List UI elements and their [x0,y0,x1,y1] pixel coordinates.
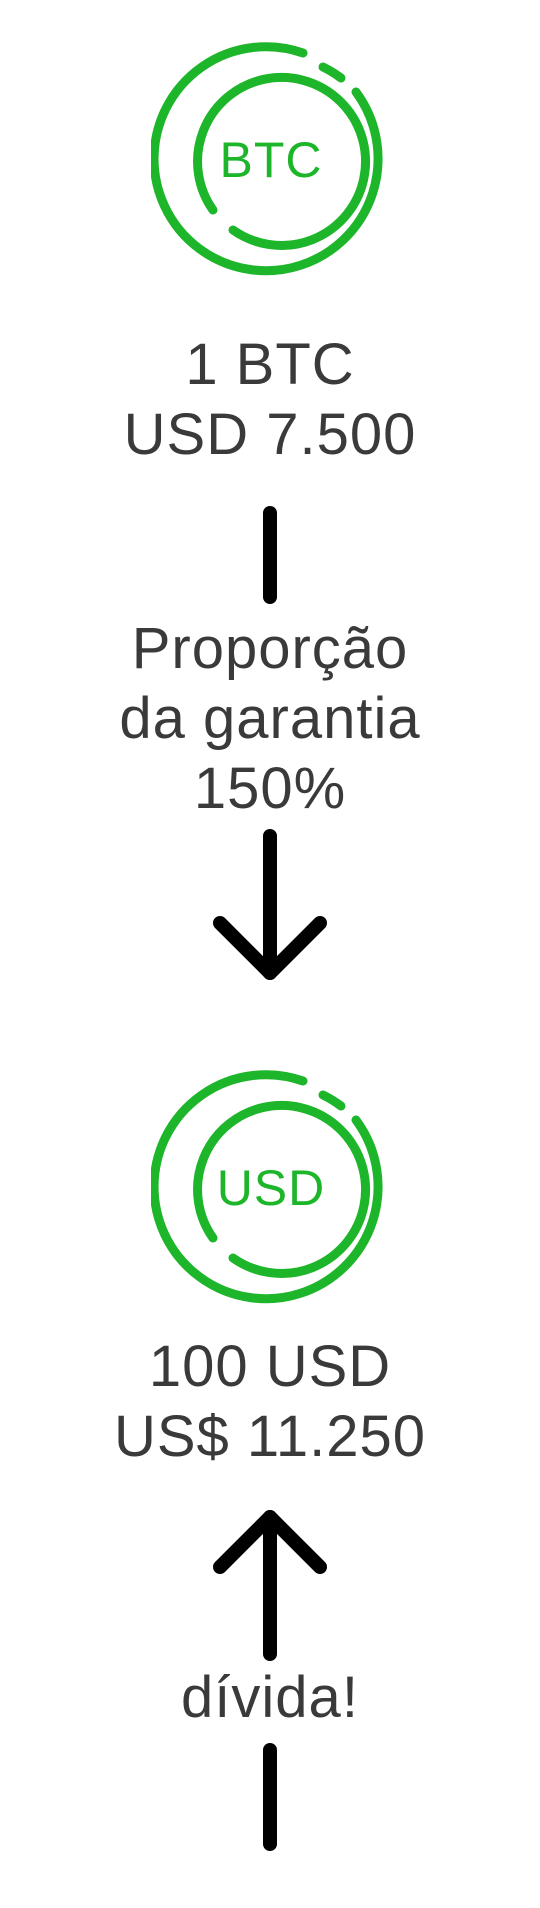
collateral-text: 1 BTC USD 7.500 [0,330,540,470]
ratio-line-2: da garantia [119,686,421,751]
coin-ring-icon [151,42,383,276]
loan-value: US$ 11.250 [113,1404,427,1469]
arrow-up-icon [0,1502,540,1662]
connector-line [0,505,540,605]
debt-label: dívida! [181,1665,359,1730]
arrow-down-icon [0,828,540,988]
collateral-value: USD 7.500 [123,402,417,467]
btc-coin: BTC [151,40,391,280]
debt-text: dívida! [0,1663,540,1733]
collateral-ratio-text: Proporção da garantia 150% [0,614,540,824]
coin-label: USD [216,1160,326,1216]
coin-ring-icon [151,1070,383,1304]
ratio-line-3: 150% [193,756,347,821]
loan-text: 100 USD US$ 11.250 [0,1332,540,1472]
ratio-line-1: Proporção [131,616,409,681]
collateral-amount: 1 BTC [185,332,355,397]
connector-line [0,1742,540,1852]
usd-coin: USD [151,1068,391,1308]
loan-amount: 100 USD [148,1334,392,1399]
coin-label: BTC [219,132,323,188]
